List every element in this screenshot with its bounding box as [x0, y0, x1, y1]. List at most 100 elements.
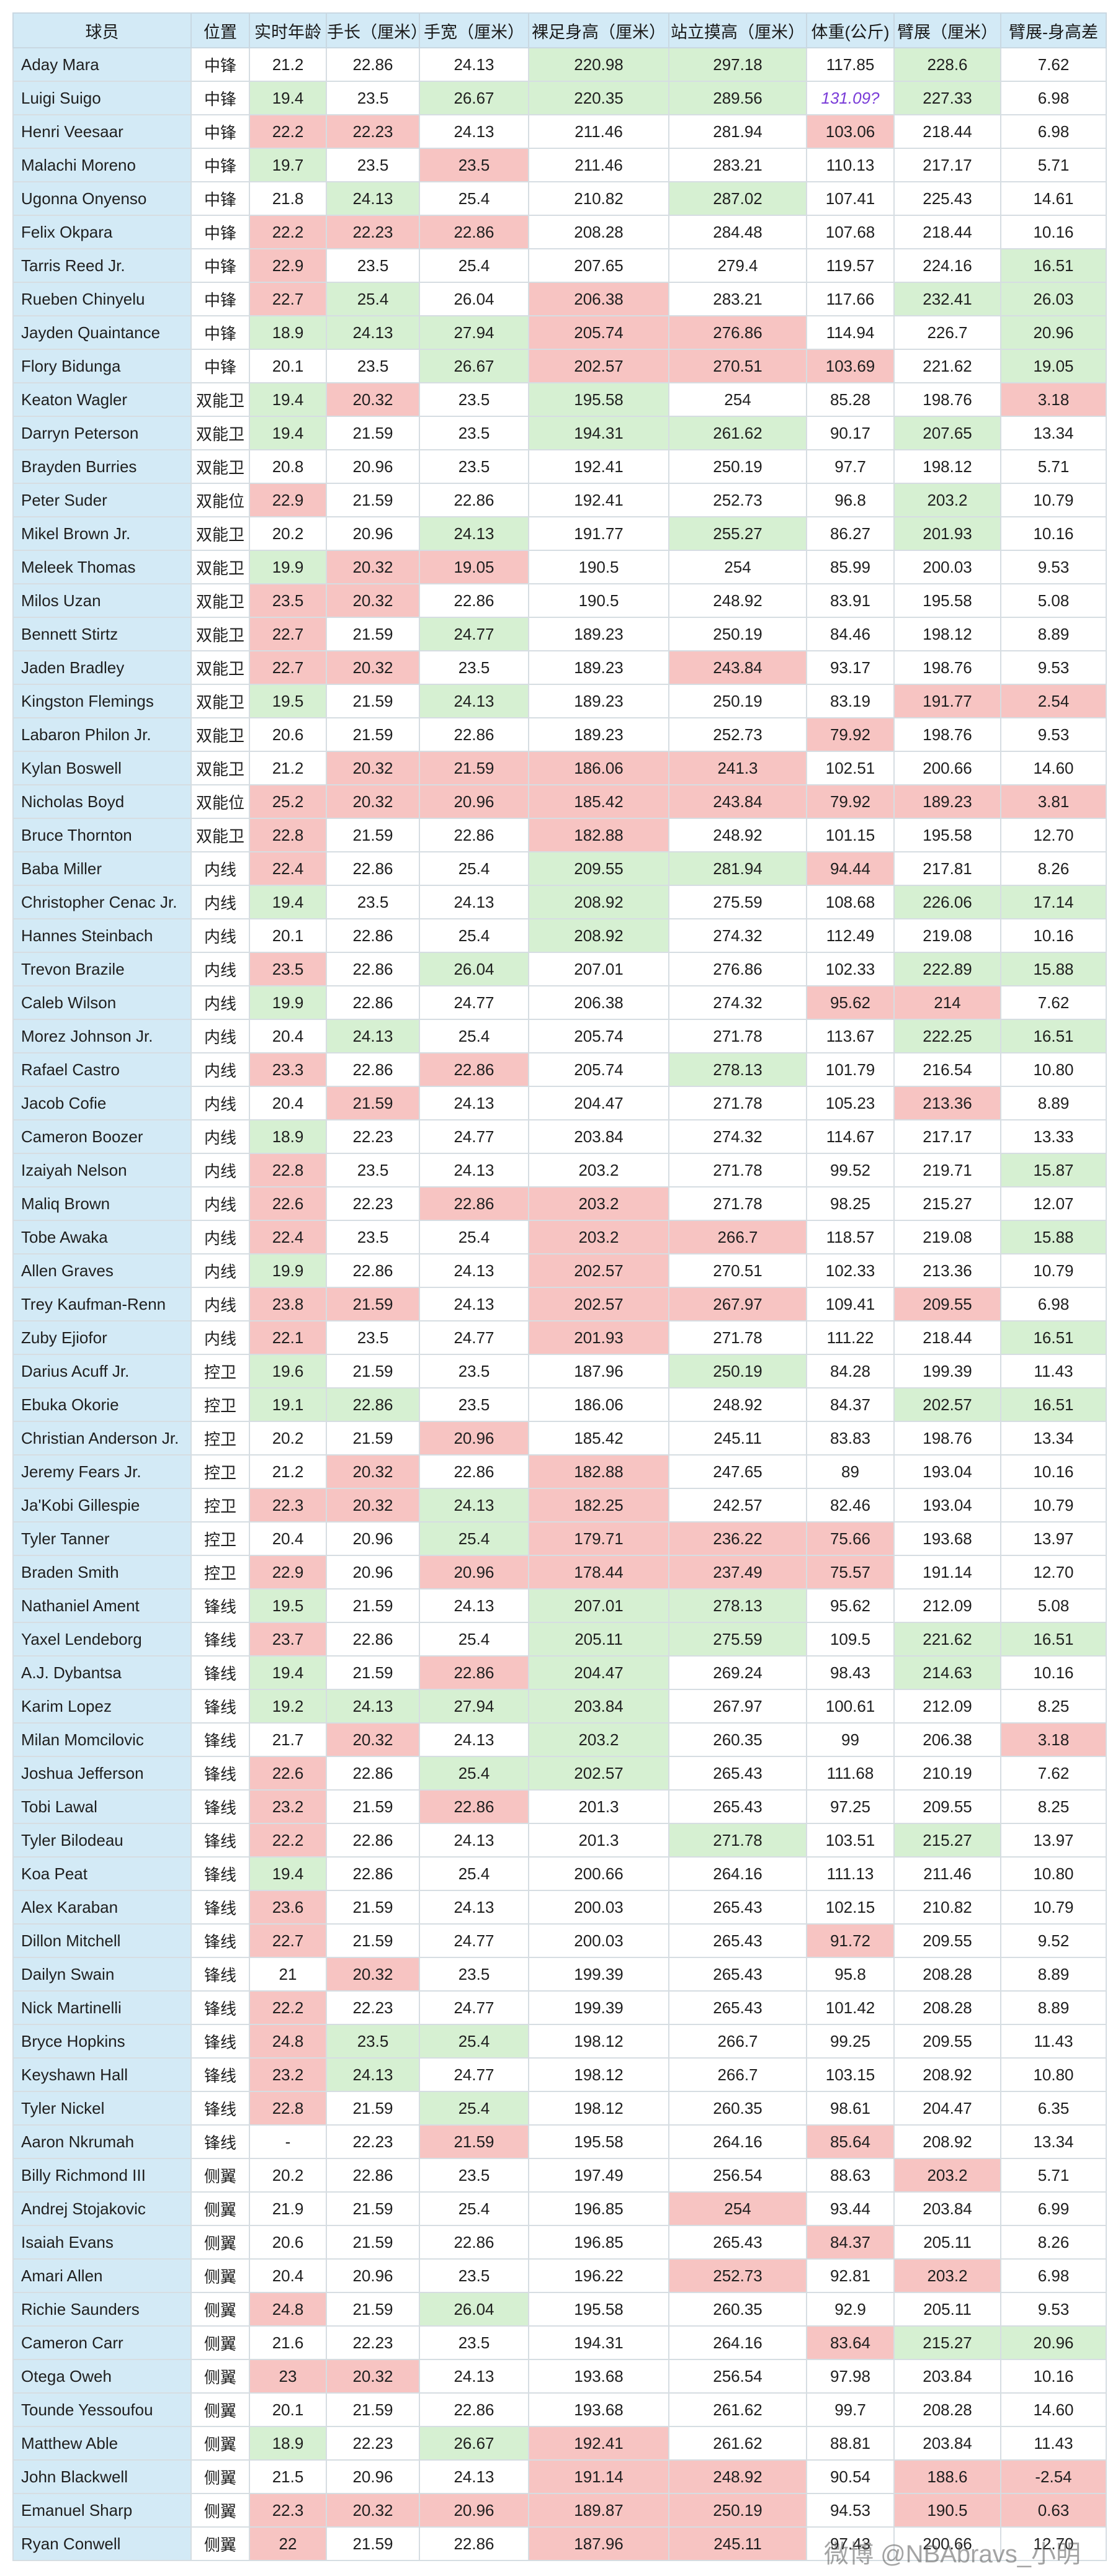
- position-cell: 内线: [190, 985, 250, 1020]
- header-row: 球员 位置 实时年龄 手长（厘米） 手宽（厘米） 裸足身高（厘米） 站立摸高（厘…: [12, 12, 1107, 48]
- player-name-cell: Flory Bidunga: [12, 349, 192, 383]
- hand-length-cell: 21.59: [326, 2091, 420, 2126]
- hand-length-cell: 20.96: [326, 2459, 420, 2494]
- position-cell: 中锋: [190, 215, 250, 249]
- position-cell: 双能卫: [190, 717, 250, 752]
- standing-reach-cell: 236.22: [668, 1521, 807, 1556]
- wingspan-cell: 204.47: [893, 2091, 1001, 2126]
- wingspan-cell: 232.41: [893, 282, 1001, 316]
- player-name-cell: Joshua Jefferson: [12, 1756, 192, 1791]
- wingspan-cell: 198.76: [893, 650, 1001, 685]
- height-cell: 220.35: [528, 81, 669, 115]
- standing-reach-cell: 265.43: [668, 1957, 807, 1992]
- position-cell: 锋线: [190, 1923, 250, 1958]
- height-cell: 205.74: [528, 315, 669, 350]
- player-name-cell: Aday Mara: [12, 47, 192, 82]
- position-cell: 侧翼: [190, 2225, 250, 2260]
- position-cell: 内线: [190, 885, 250, 919]
- position-cell: 中锋: [190, 114, 250, 149]
- weight-cell: 113.67: [806, 1019, 895, 1053]
- position-cell: 内线: [190, 1119, 250, 1154]
- height-cell: 207.01: [528, 1588, 669, 1623]
- table-row: Brayden Burries 双能卫 20.8 20.96 23.5 192.41 250…: [12, 449, 1107, 484]
- hand-width-cell: 24.13: [419, 1488, 529, 1523]
- wingspan-cell: 216.54: [893, 1052, 1001, 1087]
- hand-width-cell: 22.86: [419, 215, 529, 249]
- position-cell: 侧翼: [190, 2359, 250, 2394]
- hand-width-cell: 22.86: [419, 583, 529, 618]
- standing-reach-cell: 260.35: [668, 2091, 807, 2126]
- player-name-cell: Trey Kaufman-Renn: [12, 1287, 192, 1322]
- hand-length-cell: 20.32: [326, 1722, 420, 1757]
- standing-reach-cell: 274.32: [668, 985, 807, 1020]
- hand-length-cell: 23.5: [326, 248, 420, 283]
- player-name-cell: Tounde Yessoufou: [12, 2392, 192, 2427]
- hand-length-cell: 21.59: [326, 1086, 420, 1120]
- col-header-age: 实时年龄: [249, 12, 327, 48]
- weight-cell: 75.57: [806, 1555, 895, 1590]
- standing-reach-cell: 248.92: [668, 2459, 807, 2494]
- height-cell: 202.57: [528, 1756, 669, 1791]
- position-cell: 内线: [190, 1253, 250, 1288]
- table-row: Flory Bidunga 中锋 20.1 23.5 26.67 202.57 270.51…: [12, 349, 1107, 383]
- weight-cell: 85.28: [806, 382, 895, 417]
- standing-reach-cell: 248.92: [668, 1387, 807, 1422]
- height-cell: 210.82: [528, 181, 669, 216]
- position-cell: 锋线: [190, 2091, 250, 2126]
- standing-reach-cell: 275.59: [668, 885, 807, 919]
- age-cell: 21.2: [249, 47, 327, 82]
- table-row: Darius Acuff Jr. 控卫 19.6 21.59 23.5 187.96 250…: [12, 1354, 1107, 1389]
- hand-width-cell: 25.4: [419, 181, 529, 216]
- wingspan-diff-cell: 13.34: [1000, 1421, 1107, 1456]
- weight-cell: 97.7: [806, 449, 895, 484]
- position-cell: 锋线: [190, 1856, 250, 1891]
- weight-cell: 94.44: [806, 851, 895, 886]
- hand-length-cell: 22.86: [326, 985, 420, 1020]
- player-name-cell: Meleek Thomas: [12, 550, 192, 584]
- position-cell: 侧翼: [190, 2158, 250, 2193]
- weight-cell: 84.37: [806, 1387, 895, 1422]
- table-row: Christian Anderson Jr. 控卫 20.2 21.59 20.96 18…: [12, 1421, 1107, 1456]
- position-cell: 双能卫: [190, 617, 250, 651]
- player-name-cell: Labaron Philon Jr.: [12, 717, 192, 752]
- standing-reach-cell: 270.51: [668, 1253, 807, 1288]
- wingspan-diff-cell: 16.51: [1000, 248, 1107, 283]
- table-row: Aday Mara 中锋 21.2 22.86 24.13 220.98 297.18 117…: [12, 47, 1107, 82]
- player-name-cell: Kingston Flemings: [12, 684, 192, 718]
- wingspan-diff-cell: 14.60: [1000, 2392, 1107, 2427]
- hand-width-cell: 25.4: [419, 1622, 529, 1657]
- height-cell: 178.44: [528, 1555, 669, 1590]
- wingspan-diff-cell: 15.88: [1000, 1220, 1107, 1254]
- wingspan-diff-cell: 5.08: [1000, 583, 1107, 618]
- hand-length-cell: 22.23: [326, 215, 420, 249]
- wingspan-cell: 221.62: [893, 349, 1001, 383]
- wingspan-diff-cell: 9.53: [1000, 550, 1107, 584]
- height-cell: 203.2: [528, 1722, 669, 1757]
- wingspan-cell: 205.11: [893, 2292, 1001, 2327]
- age-cell: -: [249, 2124, 327, 2159]
- position-cell: 双能卫: [190, 382, 250, 417]
- player-name-cell: Billy Richmond III: [12, 2158, 192, 2193]
- table-row: A.J. Dybantsa 锋线 19.4 21.59 22.86 204.47 269.2…: [12, 1655, 1107, 1690]
- wingspan-cell: 191.77: [893, 684, 1001, 718]
- measurement-table-container: 球员 位置 实时年龄 手长（厘米） 手宽（厘米） 裸足身高（厘米） 站立摸高（厘…: [12, 12, 1107, 2561]
- age-cell: 23.3: [249, 1052, 327, 1087]
- age-cell: 22.3: [249, 1488, 327, 1523]
- wingspan-cell: 222.25: [893, 1019, 1001, 1053]
- height-cell: 191.14: [528, 2459, 669, 2494]
- table-row: Kingston Flemings 双能卫 19.5 21.59 24.13 189.23…: [12, 684, 1107, 718]
- standing-reach-cell: 264.16: [668, 1856, 807, 1891]
- wingspan-diff-cell: 6.35: [1000, 2091, 1107, 2126]
- hand-length-cell: 21.59: [326, 416, 420, 450]
- wingspan-diff-cell: 5.08: [1000, 1588, 1107, 1623]
- table-row: Allen Graves 内线 19.9 22.86 24.13 202.57 270.51…: [12, 1253, 1107, 1288]
- wingspan-diff-cell: 8.26: [1000, 851, 1107, 886]
- standing-reach-cell: 264.16: [668, 2124, 807, 2159]
- hand-length-cell: 22.86: [326, 2158, 420, 2193]
- position-cell: 侧翼: [190, 2325, 250, 2360]
- height-cell: 182.88: [528, 818, 669, 852]
- wingspan-cell: 217.17: [893, 1119, 1001, 1154]
- table-row: Tounde Yessoufou 侧翼 20.1 21.59 22.86 193.68 26…: [12, 2392, 1107, 2427]
- position-cell: 双能卫: [190, 416, 250, 450]
- hand-width-cell: 22.86: [419, 2526, 529, 2561]
